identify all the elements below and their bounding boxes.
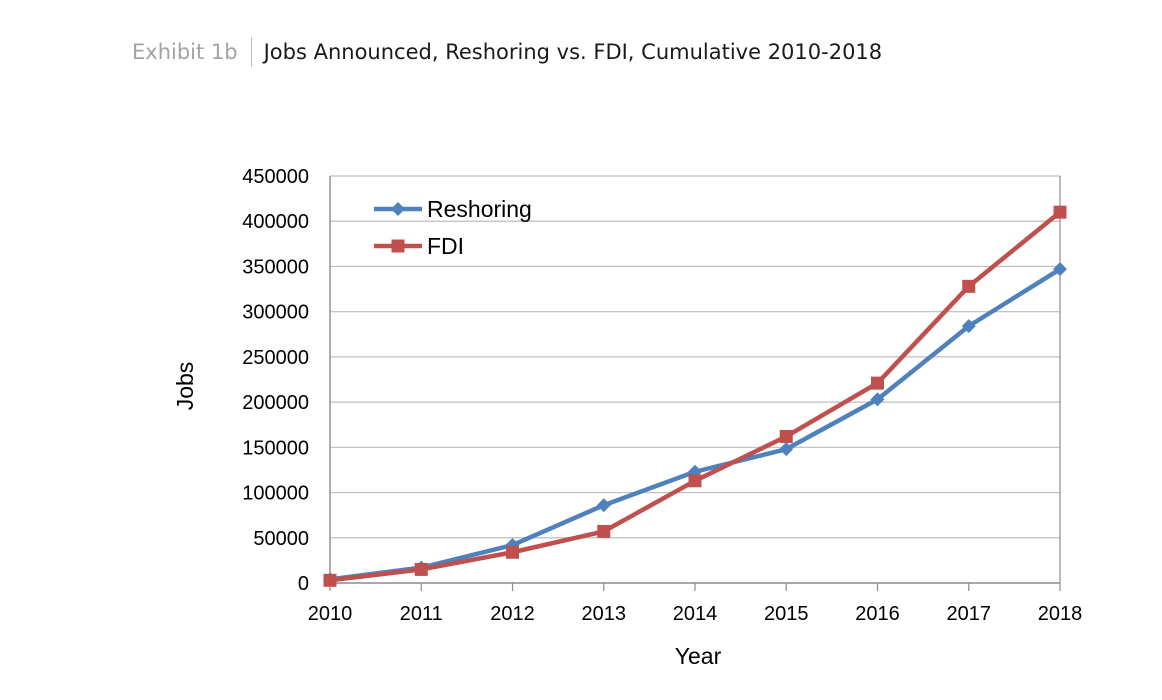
- reshoring-point: [870, 392, 885, 407]
- legend-item-fdi: FDI: [374, 233, 464, 259]
- fdi-point: [688, 474, 702, 488]
- x-tick-label: 2013: [582, 603, 627, 625]
- legend-label: FDI: [427, 233, 464, 259]
- y-tick-label: 100000: [242, 483, 309, 505]
- x-tick-labels: 2010 2011 2012 2013 2014 2015 2016 2017 2018: [308, 583, 1083, 625]
- y-tick-label: 150000: [242, 437, 309, 459]
- fdi-point: [323, 573, 337, 587]
- fdi-point: [506, 545, 519, 559]
- y-tick-label: 350000: [242, 256, 309, 278]
- fdi-point: [1053, 205, 1067, 219]
- x-tick-label: 2010: [308, 603, 353, 625]
- x-tick-label: 2016: [855, 603, 900, 625]
- chart-title: Jobs Announced, Reshoring vs. FDI, Cumul…: [263, 40, 883, 64]
- fdi-point: [597, 524, 611, 538]
- x-tick-label: 2017: [947, 603, 992, 625]
- fdi-point: [414, 562, 428, 576]
- reshoring-line: [329, 267, 1062, 582]
- y-tick-label: 200000: [242, 392, 309, 414]
- x-tick-label: 2014: [673, 603, 718, 625]
- series-fdi: [323, 205, 1067, 587]
- y-axis-title: Jobs: [172, 362, 198, 411]
- y-tick-label: 450000: [242, 166, 309, 188]
- reshoring-point: [779, 442, 794, 457]
- legend-marker: [391, 202, 405, 216]
- y-tick-label: 300000: [242, 302, 309, 324]
- y-tick-labels: 0 50000 100000 150000 200000 250000 300000 3500…: [242, 166, 309, 595]
- exhibit-label: Exhibit 1b: [132, 40, 238, 64]
- gridlines: [330, 175, 1060, 539]
- y-tick-label: 400000: [242, 211, 309, 233]
- y-tick-label: 250000: [242, 347, 309, 369]
- legend-item-reshoring: Reshoring: [374, 196, 532, 222]
- x-tick-label: 2018: [1038, 603, 1083, 625]
- y-tick-label: 0: [298, 573, 309, 595]
- legend-label: Reshoring: [427, 196, 532, 222]
- fdi-point: [779, 429, 793, 443]
- x-axis-title: Year: [675, 643, 722, 669]
- series-group: [323, 205, 1067, 587]
- exhibit-header: Exhibit 1b Jobs Announced, Reshoring vs.…: [132, 36, 882, 68]
- y-tick-label: 50000: [253, 528, 309, 550]
- fdi-point: [962, 279, 976, 293]
- reshoring-point: [596, 498, 611, 513]
- reshoring-point: [1053, 262, 1067, 277]
- header-divider: [250, 37, 252, 67]
- legend-marker: [391, 239, 405, 253]
- x-tick-label: 2015: [764, 603, 809, 625]
- x-tick-label: 2012: [490, 603, 535, 625]
- fdi-line: [329, 210, 1062, 583]
- reshoring-point: [961, 319, 976, 334]
- x-tick-label: 2011: [400, 603, 443, 625]
- fdi-point: [871, 376, 884, 390]
- legend: Reshoring FDI: [374, 196, 532, 259]
